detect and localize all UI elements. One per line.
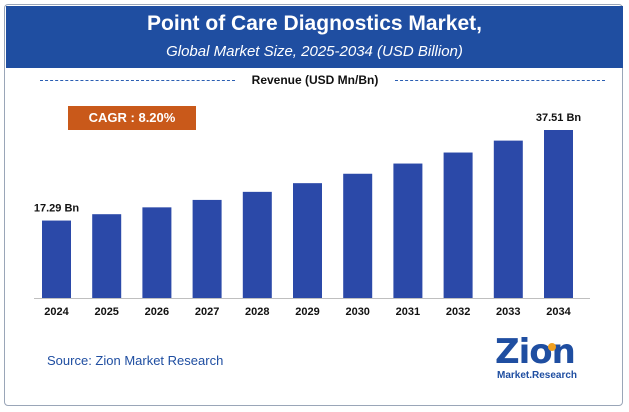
bar-2024 (42, 220, 71, 298)
x-tick-label-2026: 2026 (145, 306, 169, 318)
bar-2027 (192, 199, 222, 298)
x-tick-label-2030: 2030 (345, 306, 369, 318)
bar-2028 (242, 191, 272, 298)
x-tick-label-2027: 2027 (195, 306, 219, 318)
chart-subtitle: Global Market Size, 2025-2034 (USD Billi… (166, 43, 463, 60)
x-tick-label-2032: 2032 (446, 306, 470, 318)
cagr-badge: CAGR : 8.20% (68, 106, 196, 130)
bar-2030 (343, 173, 373, 298)
title-banner (6, 6, 623, 68)
data-label-2024: 17.29 Bn (34, 203, 80, 215)
zion-logo: Zion Market.Research (495, 332, 585, 382)
logo-dot-icon (548, 343, 556, 351)
logo-subtitle: Market.Research (497, 370, 578, 381)
x-tick-label-2029: 2029 (295, 306, 319, 318)
x-tick-label-2033: 2033 (496, 306, 520, 318)
logo-word: Zion (495, 332, 576, 372)
bar-2025 (92, 214, 122, 298)
x-tick-label-2024: 2024 (44, 306, 69, 318)
y-axis-label: Revenue (USD Mn/Bn) (251, 73, 379, 87)
bar-2034 (544, 130, 573, 298)
bar-2033 (493, 140, 523, 298)
dashed-rule-left (40, 80, 235, 81)
data-label-2034: 37.51 Bn (536, 112, 582, 124)
bar-2031 (393, 163, 423, 298)
x-tick-label-2025: 2025 (94, 306, 118, 318)
chart-title: Point of Care Diagnostics Market, (147, 12, 482, 35)
x-tick-label-2028: 2028 (245, 306, 269, 318)
bar-2032 (443, 152, 473, 298)
source-note: Source: Zion Market Research (47, 353, 224, 368)
bar-2026 (142, 207, 172, 298)
x-tick-label-2031: 2031 (396, 306, 420, 318)
bar-2029 (293, 183, 322, 298)
x-tick-label-2034: 2034 (546, 306, 571, 318)
dashed-rule-right (395, 80, 605, 81)
